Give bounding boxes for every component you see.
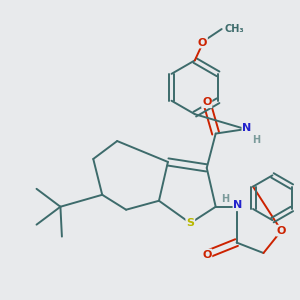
- Text: H: H: [252, 134, 260, 145]
- Text: O: O: [198, 38, 207, 47]
- Text: N: N: [233, 200, 243, 210]
- Text: H: H: [221, 194, 229, 204]
- Text: CH₃: CH₃: [225, 24, 244, 34]
- Text: O: O: [277, 226, 286, 236]
- Text: N: N: [242, 123, 252, 133]
- Text: O: O: [202, 250, 211, 260]
- Text: O: O: [202, 97, 211, 107]
- Text: S: S: [186, 218, 194, 228]
